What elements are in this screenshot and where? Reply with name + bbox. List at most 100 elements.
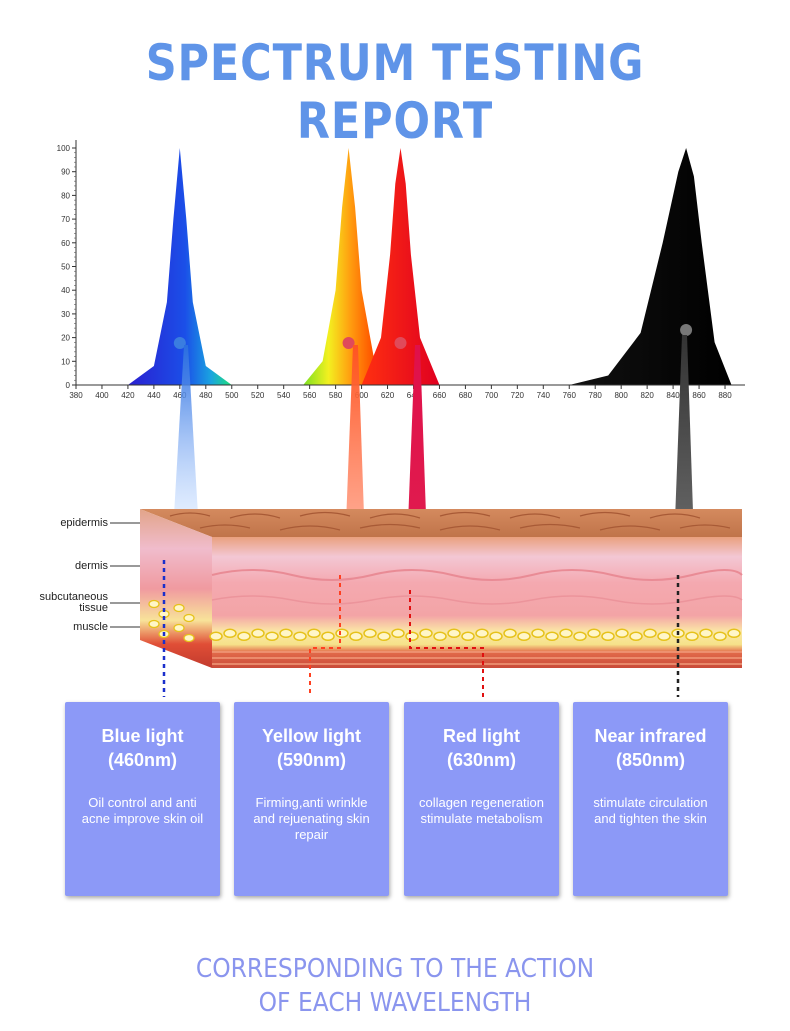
peak-850nm (569, 148, 732, 385)
y-tick-label: 10 (61, 357, 70, 366)
blue-beam (174, 345, 198, 510)
label-dermis: dermis (74, 560, 108, 572)
fat-cell (148, 599, 160, 609)
y-tick-label: 70 (61, 215, 70, 224)
fat-cell (433, 631, 447, 642)
fat-cell (573, 631, 587, 642)
x-tick-label: 760 (563, 391, 577, 400)
fat-cell (475, 628, 489, 639)
fat-cell (405, 631, 419, 642)
x-tick-label: 600 (355, 391, 369, 400)
fat-cell (517, 631, 531, 642)
fat-cell (251, 628, 265, 639)
x-tick-label: 380 (69, 391, 83, 400)
infrared-beam (675, 335, 693, 510)
fat-cell (727, 628, 741, 639)
y-tick-label: 30 (61, 310, 70, 319)
label-epidermis: epidermis (60, 517, 108, 529)
x-tick-label: 700 (485, 391, 499, 400)
fat-cell (279, 628, 293, 639)
y-tick-label: 40 (61, 286, 70, 295)
fat-cell (531, 628, 545, 639)
y-tick-label: 50 (61, 263, 70, 272)
x-tick-label: 460 (173, 391, 187, 400)
fat-cell (209, 631, 223, 642)
dermis-wave (211, 569, 743, 581)
card-title: Red light (443, 726, 520, 746)
card-description: stimulate circulation and tighten the sk… (593, 795, 708, 826)
card-title: Blue light (101, 726, 184, 746)
x-tick-label: 840 (666, 391, 680, 400)
peak-marker-590 (342, 337, 355, 349)
fat-cell (685, 631, 699, 642)
fat-cell (559, 628, 573, 639)
footer-caption: CORRESPONDING TO THE ACTION OF EACH WAVE… (0, 952, 790, 1020)
fat-cell (223, 628, 237, 639)
fat-cell (183, 613, 195, 623)
page-title: SPECTRUM TESTING REPORT (145, 34, 645, 150)
fat-cell (335, 628, 349, 639)
card-wavelength: (630nm) (446, 750, 517, 770)
y-tick-label: 60 (61, 239, 70, 248)
x-tick-label: 860 (692, 391, 706, 400)
card-wavelength: (460nm) (107, 750, 178, 770)
x-tick-label: 820 (640, 391, 654, 400)
yellow-depth-line (309, 575, 341, 697)
fat-cell (349, 631, 363, 642)
x-tick-label: 480 (199, 391, 213, 400)
peak-marker-630 (394, 337, 407, 349)
card-blue-light: Blue light (460nm) Oil control and anti … (65, 702, 220, 896)
fat-cell (713, 631, 727, 642)
fat-cell (643, 628, 657, 639)
x-tick-label: 720 (511, 391, 525, 400)
card-near-infrared: Near infrared (850nm) stimulate circulat… (573, 702, 728, 896)
fat-cell (503, 628, 517, 639)
x-tick-label: 520 (251, 391, 265, 400)
fat-cell (615, 628, 629, 639)
x-tick-label: 780 (589, 391, 603, 400)
fat-cell (321, 631, 335, 642)
footer-line-2: OF EACH WAVELENGTH (258, 988, 532, 1018)
fat-cell (657, 631, 671, 642)
label-tissue: tissue (79, 602, 108, 614)
card-title: Near infrared (594, 726, 707, 746)
footer-line-1: CORRESPONDING TO THE ACTION (195, 954, 595, 984)
x-tick-label: 560 (303, 391, 317, 400)
fat-cell (699, 628, 713, 639)
fat-cell (419, 628, 433, 639)
fat-cell (391, 628, 405, 639)
x-tick-label: 420 (121, 391, 135, 400)
fat-cell (377, 631, 391, 642)
x-tick-label: 620 (381, 391, 395, 400)
x-tick-label: 680 (459, 391, 473, 400)
y-tick-label: 0 (66, 381, 71, 390)
x-tick-label: 500 (225, 391, 239, 400)
fat-cell (293, 631, 307, 642)
peak-460nm (127, 148, 232, 385)
dermis-wave-2 (211, 595, 743, 605)
spectrum-chart: 0 10 20 30 40 50 60 70 80 90 100 380 400 420 440 460 48… (57, 140, 745, 400)
yellow-beam (346, 345, 364, 510)
peak-630nm (361, 148, 440, 385)
fat-cell (148, 619, 160, 629)
skin-side-face (140, 509, 212, 668)
label-muscle: muscle (73, 621, 108, 633)
fat-cell (587, 628, 601, 639)
red-beam (408, 345, 426, 510)
x-tick-label: 540 (277, 391, 291, 400)
fat-cell (183, 633, 195, 643)
red-depth-line (409, 590, 484, 697)
fat-cell (265, 631, 279, 642)
fat-cell (489, 631, 503, 642)
card-description: Oil control and anti acne improve skin o… (81, 795, 204, 826)
x-tick-label: 880 (718, 391, 732, 400)
fat-cell (461, 631, 475, 642)
peak-marker-460 (173, 337, 186, 349)
x-tick-label: 660 (433, 391, 447, 400)
fat-cell (545, 631, 559, 642)
card-red-light: Red light (630nm) collagen regeneration … (404, 702, 559, 896)
fat-cell (237, 631, 251, 642)
fat-cell (629, 631, 643, 642)
peak-590nm (303, 148, 388, 385)
card-description: Firming,anti wrinkle and rejuenating ski… (253, 795, 370, 842)
